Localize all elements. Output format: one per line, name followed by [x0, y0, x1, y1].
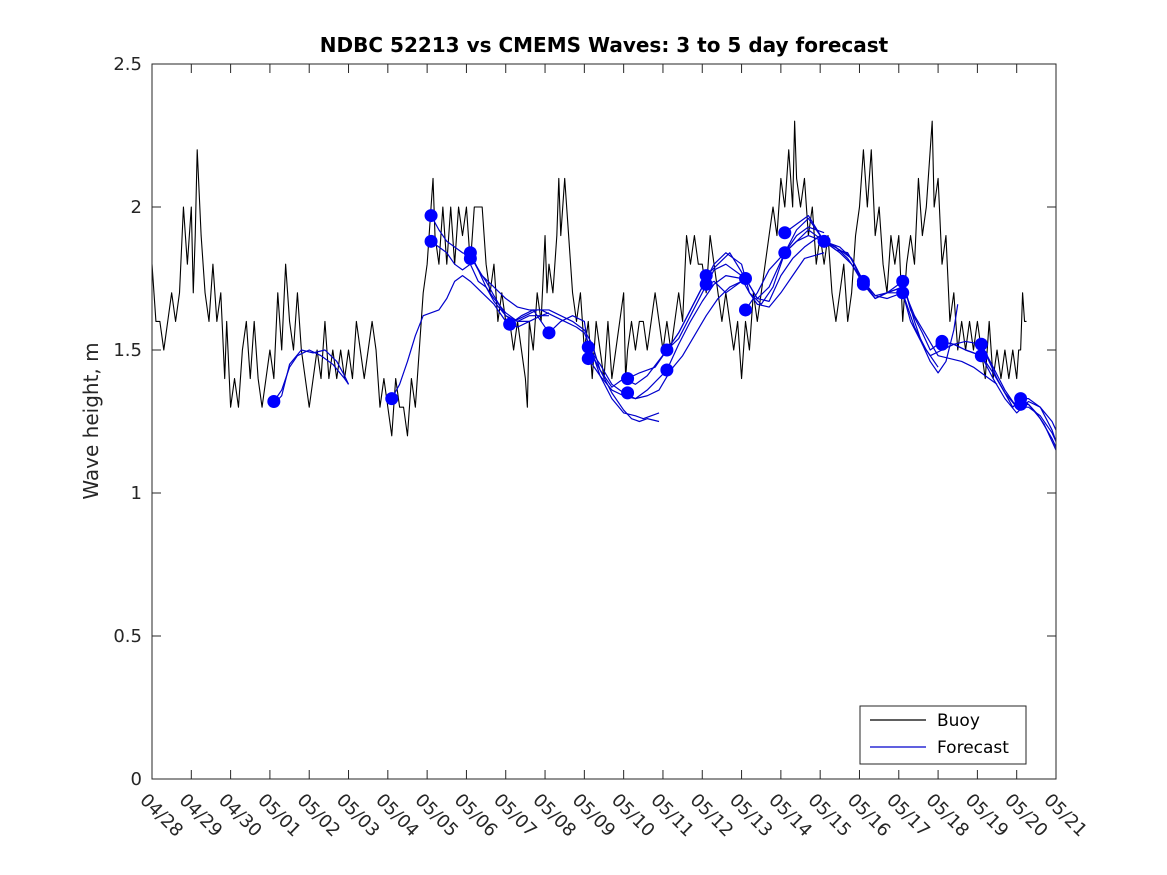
forecast-init-marker-25 [896, 286, 910, 300]
forecast-init-marker-17 [739, 272, 752, 285]
y-tick-label-3: 1.5 [113, 340, 142, 361]
y-tick-label-1: 0.5 [113, 626, 142, 647]
forecast-init-marker-24 [896, 274, 910, 288]
legend-box [859, 705, 1027, 765]
chart-title: NDBC 52213 vs CMEMS Waves: 3 to 5 day fo… [320, 33, 889, 57]
forecast-run-line-20 [941, 340, 1056, 431]
forecast-run-line-5 [430, 240, 530, 322]
forecast-run-line-11 [627, 235, 821, 380]
forecast-init-marker-8 [542, 326, 556, 340]
forecast-init-marker-16 [699, 277, 713, 291]
axes-box [151, 63, 1057, 780]
forecast-init-marker-19 [778, 226, 792, 240]
forecast-init-marker-18 [739, 303, 752, 317]
series-layer [152, 120, 1056, 451]
forecast-init-marker-3 [424, 209, 438, 223]
forecast-init-marker-4 [424, 234, 438, 248]
forecast-init-marker-20 [778, 246, 792, 260]
forecast-run-line-7 [469, 255, 660, 420]
forecast-run-line-17 [823, 240, 998, 385]
forecast-run-line-2 [273, 349, 350, 405]
forecast-init-marker-31 [1014, 397, 1028, 411]
forecast-init-marker-13 [660, 343, 674, 357]
y-tick-label-0: 0 [131, 769, 142, 790]
forecast-init-marker-1 [267, 394, 281, 408]
y-axis-label: Wave height, m [79, 342, 103, 499]
forecast-init-marker-7 [503, 317, 517, 331]
y-tick-label-2: 1 [131, 483, 142, 504]
forecast-init-marker-9 [581, 340, 595, 354]
y-tick-label-5: 2.5 [113, 54, 142, 75]
forecast-run-line-1 [273, 349, 350, 402]
forecast-init-marker-29 [974, 349, 988, 363]
legend-buoy-label: Buoy [937, 711, 980, 731]
forecast-init-marker-27 [935, 337, 949, 351]
legend: Buoy Forecast [859, 705, 1027, 765]
forecast-run-line-22 [1020, 398, 1056, 451]
forecast-init-marker-6 [463, 251, 477, 265]
forecast-init-marker-21 [817, 234, 831, 248]
forecast-run-line-3 [391, 275, 550, 399]
forecast-init-marker-23 [856, 277, 870, 291]
y-tick-label-4: 2 [131, 197, 142, 218]
forecast-init-marker-12 [621, 386, 635, 400]
forecast-init-marker-28 [974, 337, 988, 351]
forecast-init-marker-10 [581, 352, 595, 366]
forecast-init-marker-14 [660, 363, 674, 377]
forecast-init-marker-11 [621, 372, 635, 386]
legend-forecast-label: Forecast [937, 738, 1009, 758]
forecast-init-marker-2 [385, 392, 399, 406]
plot-area [152, 64, 1056, 779]
